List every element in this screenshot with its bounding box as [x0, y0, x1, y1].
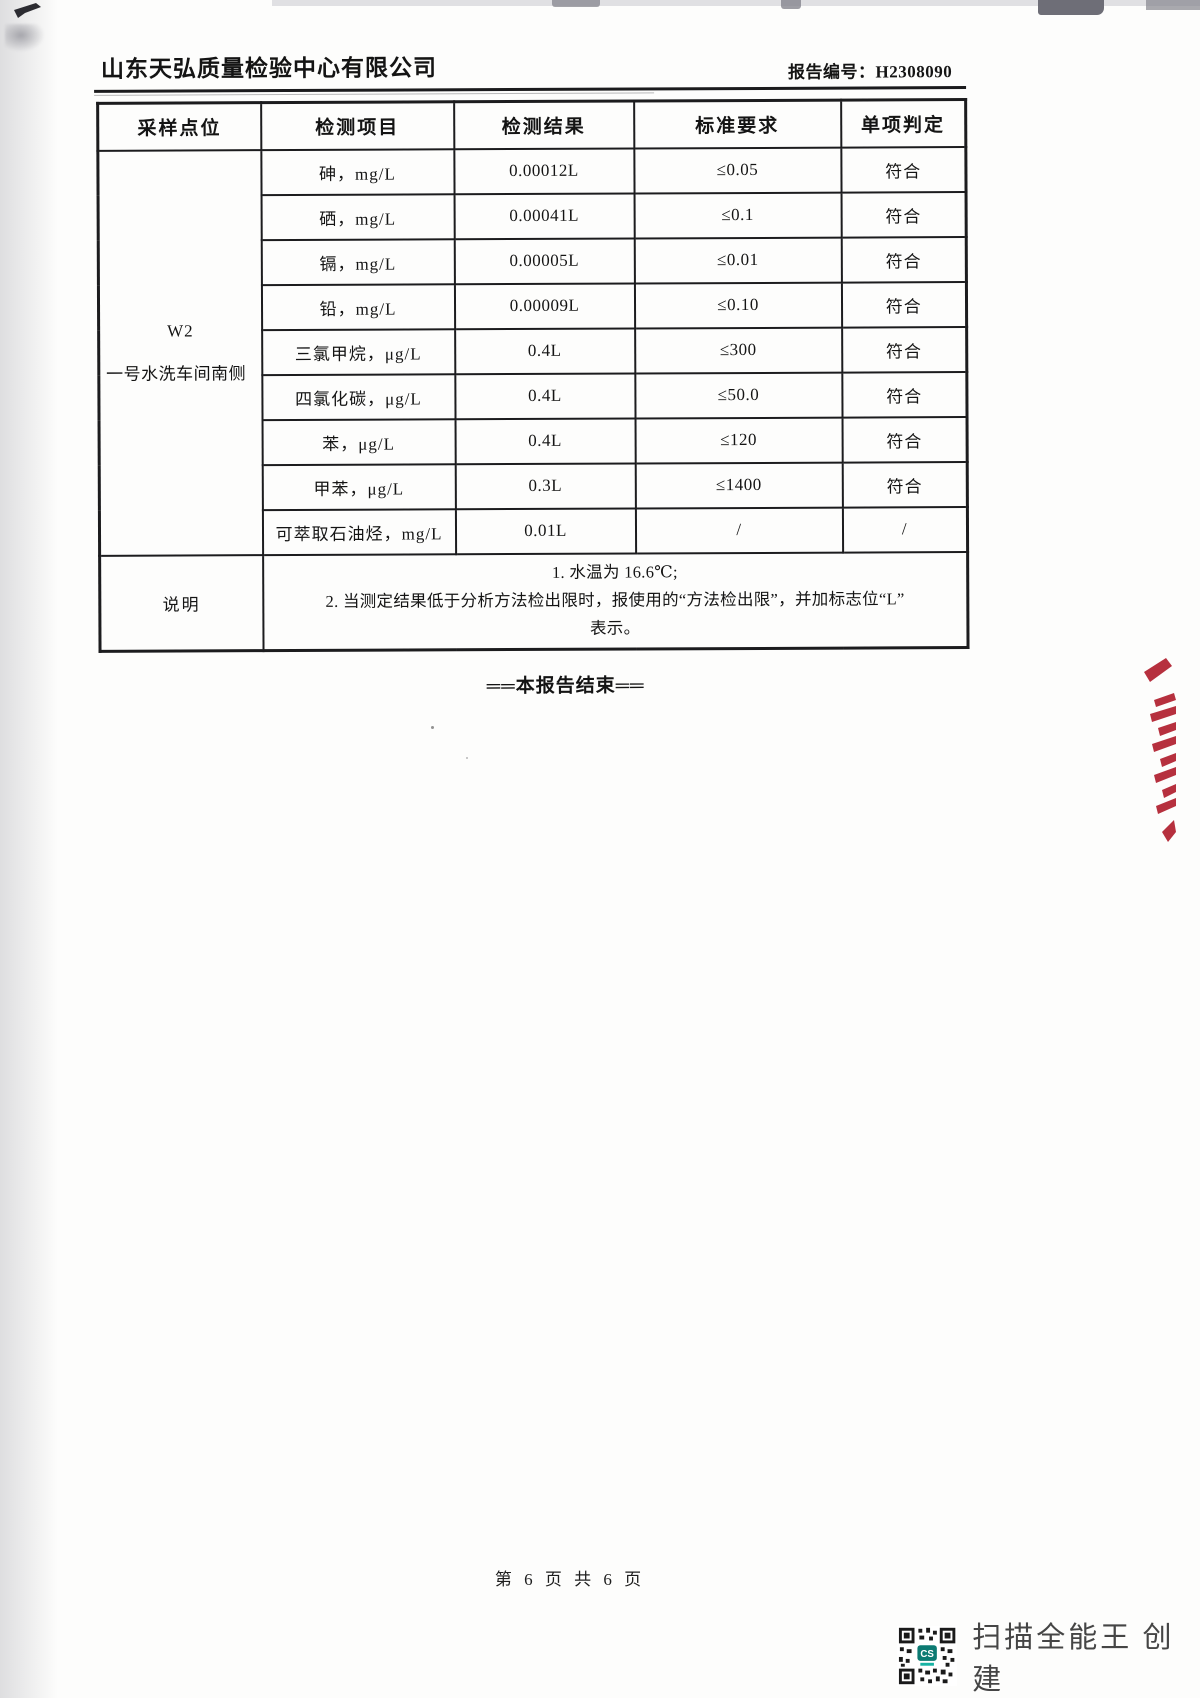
- scan-corner-mark: [14, 3, 41, 18]
- cell-standard: ≤0.01: [634, 237, 842, 284]
- sampling-point-cell: W2 一号水洗车间南侧: [97, 149, 263, 556]
- scan-artifact-dash: [552, 0, 600, 7]
- cs-badge: [917, 1645, 937, 1661]
- cell-test-result: 0.4L: [455, 417, 636, 464]
- cell-standard: ≤1400: [635, 462, 843, 508]
- qr-code-icon: CS: [897, 1625, 958, 1687]
- table-row: W2 一号水洗车间南侧 砷，mg/L 0.00012L ≤0.05 符合: [97, 146, 967, 556]
- cell-test-result: 0.00009L: [454, 283, 635, 329]
- cell-test-item: 三氯甲烷，μg/L: [261, 328, 455, 375]
- scan-speck: [466, 757, 468, 759]
- cell-test-item: 砷，mg/L: [260, 148, 455, 195]
- report-number: 报告编号：H2308090: [788, 57, 952, 83]
- scan-artifact-dash: [781, 0, 801, 9]
- cell-test-result: 0.00005L: [454, 238, 635, 284]
- cell-test-item: 镉，mg/L: [261, 238, 455, 285]
- cell-test-result: 0.4L: [454, 372, 636, 419]
- page-number: 第 6 页 共 6 页: [494, 1570, 646, 1589]
- report-number-label: 报告编号：: [787, 62, 876, 82]
- cell-standard: /: [635, 507, 843, 553]
- cell-standard: ≤0.10: [634, 282, 842, 329]
- cell-test-result: 0.01L: [455, 507, 636, 554]
- cell-standard: ≤300: [634, 327, 842, 373]
- red-stamp-fragment: [1144, 658, 1176, 842]
- cell-judgement: 符合: [841, 371, 968, 418]
- cell-test-item: 四氯化碳，μg/L: [261, 373, 456, 420]
- cell-judgement: 符合: [841, 236, 967, 283]
- cell-test-result: 0.3L: [455, 462, 636, 509]
- table-header-row: 采样点位 检测项目 检测结果 标准要求 单项判定: [97, 99, 966, 151]
- cell-test-item: 甲苯，μg/L: [262, 463, 456, 510]
- notes-label: 说明: [99, 554, 264, 652]
- camscanner-created-text: 扫描全能王 创建: [972, 1622, 1175, 1696]
- cell-test-item: 硒，mg/L: [261, 193, 455, 240]
- end-of-report-text: ══本报告结束══: [486, 675, 645, 698]
- col-header-sampling-point: 采样点位: [97, 102, 261, 151]
- cell-standard: ≤120: [635, 417, 843, 463]
- sampling-point-code: W2: [167, 320, 194, 341]
- cell-test-result: 0.4L: [454, 328, 635, 374]
- document-content: 山东天弘质量检验中心有限公司 报告编号：H2308090 采样点位 检测项目 检…: [0, 0, 1200, 782]
- cs-badge-label: CS: [920, 1649, 934, 1660]
- col-header-judgement: 单项判定: [840, 99, 966, 148]
- cell-standard: ≤50.0: [634, 372, 843, 418]
- cell-test-item: 铅，mg/L: [261, 283, 455, 330]
- cell-standard: ≤0.05: [633, 147, 842, 194]
- cell-judgement: 符合: [840, 146, 967, 193]
- notes-cell: 1. 水温为 16.6℃; 2. 当测定结果低于分析方法检出限时，报使用的“方法…: [262, 551, 969, 651]
- scan-top-band: [272, 0, 1200, 6]
- note-line: 2. 当测定结果低于分析方法检出限时，报使用的“方法检出限”，并加标志位“L”: [325, 589, 905, 611]
- col-header-standard: 标准要求: [633, 100, 841, 149]
- col-header-test-result: 检测结果: [453, 101, 634, 149]
- report-number-value: H2308090: [875, 62, 953, 82]
- cell-judgement: 符合: [841, 326, 967, 373]
- scan-artifact-dash: [1038, 0, 1104, 15]
- note-line: 1. 水温为 16.6℃;: [551, 562, 678, 582]
- cell-standard: ≤0.1: [634, 192, 842, 239]
- test-results-table: 采样点位 检测项目 检测结果 标准要求 单项判定 W2 一号水洗车间南侧 砷，m…: [96, 98, 970, 653]
- cell-judgement: 符合: [842, 416, 968, 463]
- camscanner-watermark: CS 扫描全能王 创建: [897, 1614, 1200, 1698]
- scan-artifact-dash: [1146, 0, 1200, 10]
- header-divider: [94, 86, 967, 93]
- cell-judgement: /: [842, 506, 968, 553]
- col-header-test-item: 检测项目: [260, 101, 454, 150]
- cell-judgement: 符合: [842, 461, 968, 508]
- cell-test-result: 0.00041L: [454, 193, 635, 239]
- cell-test-item: 可萃取石油烃，mg/L: [262, 508, 456, 555]
- table-notes-row: 说明 1. 水温为 16.6℃; 2. 当测定结果低于分析方法检出限时，报使用的…: [99, 551, 969, 652]
- header-divider-ghost: [94, 92, 655, 96]
- note-line: 表示。: [589, 618, 641, 639]
- cell-judgement: 符合: [841, 281, 967, 328]
- sampling-point-name: 一号水洗车间南侧: [106, 363, 247, 384]
- scan-smudge: [5, 24, 45, 52]
- scan-speck: [431, 726, 434, 729]
- cell-test-item: 苯，μg/L: [262, 418, 456, 465]
- cell-test-result: 0.00012L: [453, 148, 635, 194]
- company-name: 山东天弘质量检验中心有限公司: [100, 55, 438, 82]
- cell-judgement: 符合: [841, 191, 967, 238]
